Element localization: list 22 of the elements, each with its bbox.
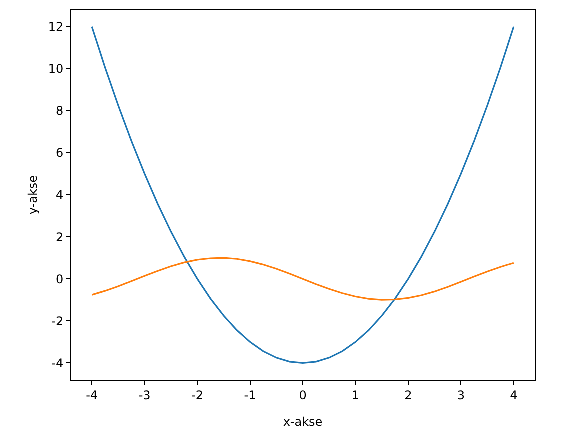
x-tick-label: -3 xyxy=(138,388,151,402)
x-tick-label: -4 xyxy=(86,388,98,402)
y-tick-label: 2 xyxy=(56,230,64,244)
x-axis-title: x-akse xyxy=(283,415,323,429)
y-tick-label: 0 xyxy=(56,272,64,286)
line-series xyxy=(91,257,515,301)
y-tick-label: 10 xyxy=(48,62,64,76)
x-tick-label: 4 xyxy=(510,388,518,402)
y-tick-label: 12 xyxy=(48,20,64,34)
y-tick-label: 4 xyxy=(56,188,64,202)
y-axis-title: y-akse xyxy=(26,175,40,215)
y-tick-label: -2 xyxy=(52,314,64,328)
y-tick-label: 8 xyxy=(56,104,64,118)
y-tick-label: 6 xyxy=(56,146,64,160)
x-tick-label: -2 xyxy=(192,388,204,402)
x-tick-label: 2 xyxy=(404,388,412,402)
line-series xyxy=(91,26,515,364)
x-tick-label: -1 xyxy=(244,388,256,402)
y-tick-label: -4 xyxy=(52,356,64,370)
x-tick-label: 1 xyxy=(352,388,360,402)
x-tick-label: 3 xyxy=(457,388,465,402)
x-tick-label: 0 xyxy=(299,388,307,402)
